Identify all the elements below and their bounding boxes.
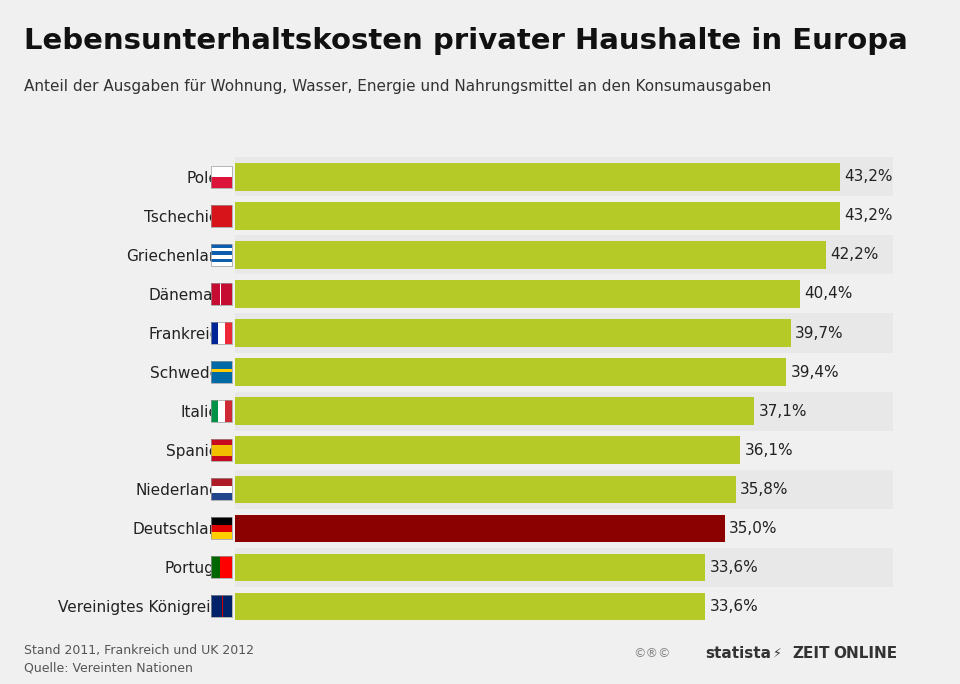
Bar (235, 509, 893, 548)
Bar (235, 163, 840, 191)
Bar (235, 202, 840, 230)
Bar (235, 514, 725, 542)
Text: 35,0%: 35,0% (729, 521, 778, 536)
Bar (235, 352, 893, 391)
Text: Anteil der Ausgaben für Wohnung, Wasser, Energie und Nahrungsmittel an den Konsu: Anteil der Ausgaben für Wohnung, Wasser,… (24, 79, 771, 94)
Bar (235, 548, 893, 587)
Text: 37,1%: 37,1% (758, 404, 807, 419)
Bar (235, 470, 893, 509)
Bar (235, 475, 736, 503)
Bar (235, 196, 893, 235)
Text: 42,2%: 42,2% (829, 248, 878, 263)
Text: 33,6%: 33,6% (709, 560, 758, 575)
Text: 40,4%: 40,4% (804, 287, 853, 302)
Text: 36,1%: 36,1% (745, 443, 793, 458)
Bar (235, 280, 801, 308)
Text: Stand 2011, Frankreich und UK 2012: Stand 2011, Frankreich und UK 2012 (24, 644, 254, 657)
Bar (235, 587, 893, 626)
Bar (235, 241, 826, 269)
Bar (235, 436, 740, 464)
Text: Quelle: Vereinten Nationen: Quelle: Vereinten Nationen (24, 661, 193, 674)
Text: ⚡: ⚡ (773, 646, 781, 660)
Text: 43,2%: 43,2% (844, 209, 893, 224)
Text: ZEIT: ZEIT (792, 646, 829, 661)
Bar (235, 235, 893, 274)
Text: 35,8%: 35,8% (740, 482, 789, 497)
Text: Lebensunterhaltskosten privater Haushalte in Europa: Lebensunterhaltskosten privater Haushalt… (24, 27, 908, 55)
Text: 43,2%: 43,2% (844, 170, 893, 185)
Text: statista: statista (706, 646, 772, 661)
Bar (235, 431, 893, 470)
Bar (235, 274, 893, 313)
Bar (235, 313, 893, 352)
Bar (235, 157, 893, 196)
Text: ONLINE: ONLINE (833, 646, 898, 661)
Bar (235, 592, 706, 620)
Text: 39,4%: 39,4% (791, 365, 839, 380)
Bar (235, 397, 755, 425)
Bar (235, 358, 786, 386)
Text: ©®©: ©®© (634, 646, 671, 660)
Bar (235, 553, 706, 581)
Text: 33,6%: 33,6% (709, 598, 758, 614)
Text: 39,7%: 39,7% (795, 326, 844, 341)
Bar (235, 391, 893, 431)
Bar (235, 319, 791, 347)
